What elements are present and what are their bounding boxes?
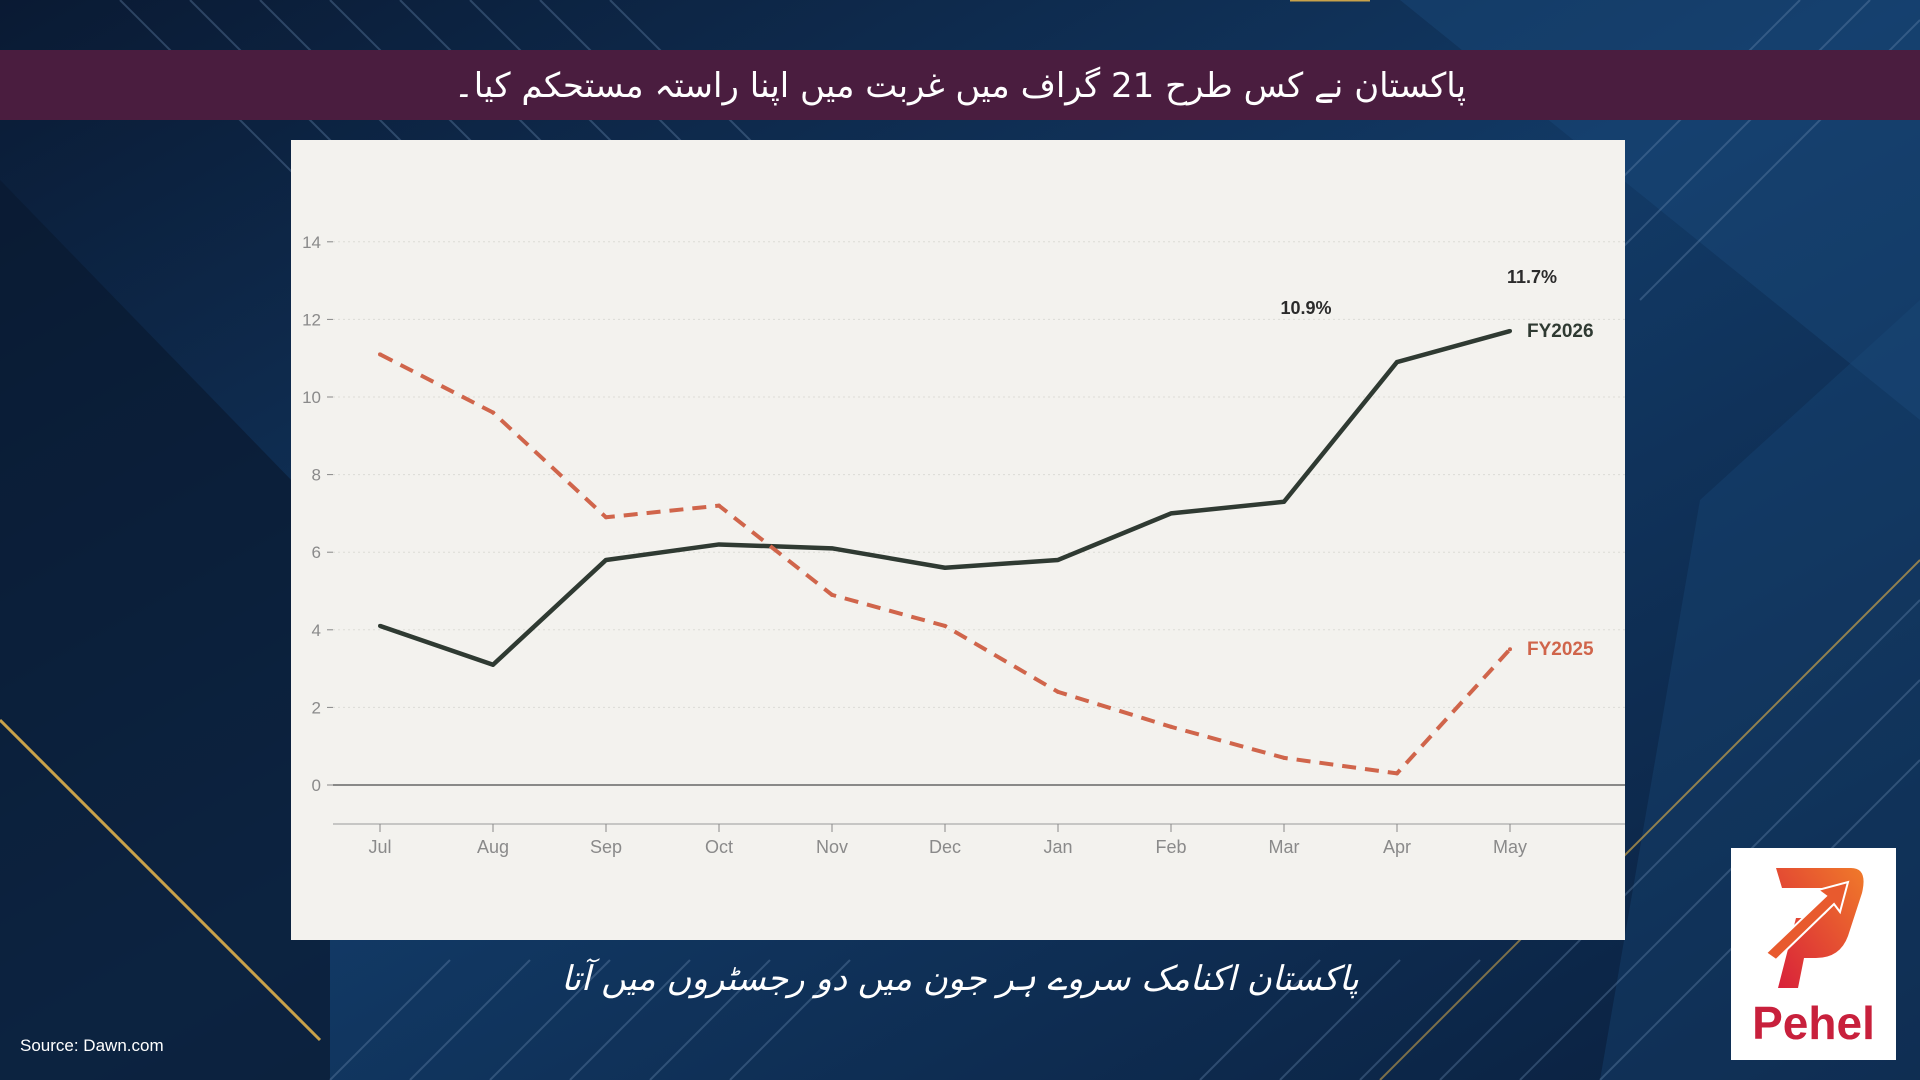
y-tick-label: 12 <box>302 310 321 329</box>
caption: پاکستان اکنامک سروے ہر جون میں دو رجسٹرو… <box>561 959 1359 999</box>
y-tick-label: 0 <box>312 776 321 795</box>
series-line-fy2026 <box>379 328 1511 667</box>
data-point-fy2026 <box>1282 499 1286 504</box>
y-tick-label: 4 <box>312 621 321 640</box>
data-point-fy2026 <box>1169 511 1173 516</box>
data-point-fy2025 <box>1169 724 1173 729</box>
x-tick-label: Oct <box>705 837 733 857</box>
x-tick-label: Feb <box>1155 837 1186 857</box>
logo-text: Pehel <box>1752 997 1875 1049</box>
data-point-fy2025 <box>943 623 947 628</box>
data-point-fy2025 <box>604 515 608 520</box>
data-point-fy2025 <box>1395 771 1399 776</box>
data-point-fy2025 <box>491 410 495 415</box>
x-tick-label: Jul <box>368 837 391 857</box>
data-point-fy2026 <box>943 565 947 570</box>
data-point-fy2025 <box>1282 755 1286 760</box>
data-label: 10.9% <box>1280 298 1331 318</box>
data-point-fy2026 <box>1508 329 1512 334</box>
data-point-fy2025 <box>1508 647 1512 652</box>
x-tick-label: Nov <box>816 837 848 857</box>
series-label-fy2026: FY2026 <box>1527 321 1594 342</box>
data-point-fy2026 <box>1395 360 1399 365</box>
data-label: 11.7% <box>1507 267 1557 287</box>
x-tick-label: Mar <box>1269 837 1300 857</box>
y-tick-label: 10 <box>302 388 321 407</box>
data-point-fy2025 <box>378 352 382 357</box>
data-point-fy2025 <box>830 592 834 597</box>
x-tick-label: Sep <box>590 837 622 857</box>
pehel-logo-icon <box>1764 868 1864 988</box>
page-title: پاکستان نے کس طرح 21 گراف میں غربت میں ا… <box>453 65 1467 106</box>
y-tick-label: 8 <box>312 466 321 485</box>
data-point-fy2026 <box>604 557 608 562</box>
source-label: Source: Dawn.com <box>20 1036 164 1055</box>
data-point-fy2026 <box>378 623 382 628</box>
title-banner: پاکستان نے کس طرح 21 گراف میں غربت میں ا… <box>0 50 1920 120</box>
x-tick-label: Jan <box>1043 837 1072 857</box>
data-point-fy2026 <box>830 546 834 551</box>
data-point-fy2026 <box>1056 557 1060 562</box>
x-tick-label: Aug <box>477 837 509 857</box>
data-point-fy2025 <box>1056 689 1060 694</box>
series-line-fy2025 <box>379 352 1512 776</box>
x-tick-label: Dec <box>929 837 961 857</box>
pehel-logo: Pehel <box>1731 848 1896 1060</box>
data-point-fy2026 <box>717 542 721 547</box>
x-tick-label: Apr <box>1383 837 1411 857</box>
chart-panel: 0 2 4 6 8 10 12 14 Jul Aug Sep Oct Nov Dec Jan Feb Mar Ap… <box>291 140 1625 940</box>
y-tick-label: 6 <box>312 543 321 562</box>
data-point-fy2026 <box>491 662 495 667</box>
series-label-fy2025: FY2025 <box>1527 639 1594 660</box>
data-point-fy2025 <box>717 503 721 508</box>
y-tick-label: 2 <box>312 698 321 717</box>
x-tick-label: May <box>1493 837 1527 857</box>
line-chart: 0 2 4 6 8 10 12 14 Jul Aug Sep Oct Nov Dec Jan Feb Mar Ap… <box>302 233 1625 857</box>
y-tick-label: 14 <box>302 233 321 252</box>
